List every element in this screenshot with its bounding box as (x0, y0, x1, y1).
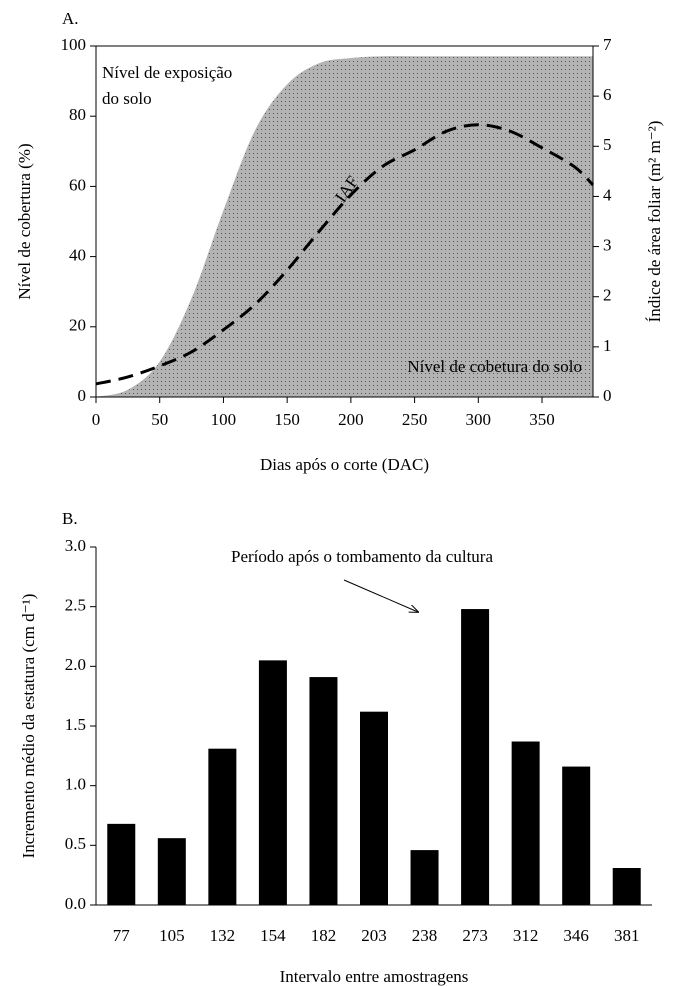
y-tick-label: 2.5 (65, 596, 86, 615)
y2-tick-label: 3 (603, 235, 612, 254)
y-axis-label: Incremento médio da estatura (cm d⁻¹) (19, 594, 38, 859)
x-tick-label: 150 (274, 410, 300, 429)
y2-tick-label: 5 (603, 135, 612, 154)
x-axis-label: Dias após o corte (DAC) (260, 455, 429, 474)
x-tick-label: 350 (529, 410, 555, 429)
y-tick-label: 60 (69, 175, 86, 194)
bar (208, 748, 237, 905)
y2-tick-label: 4 (603, 185, 612, 204)
y-tick-label: 0 (78, 386, 87, 405)
y2-tick-label: 7 (603, 35, 612, 54)
x-tick-label: 273 (462, 926, 488, 945)
x-tick-label: 132 (210, 926, 236, 945)
y-tick-label: 0.0 (65, 894, 86, 913)
bar (461, 609, 490, 905)
bar (309, 677, 338, 905)
y2-tick-label: 1 (603, 336, 612, 355)
y2-tick-label: 6 (603, 85, 612, 104)
y-tick-label: 2.0 (65, 655, 86, 674)
y-tick-label: 3.0 (65, 536, 86, 555)
y2-axis-label: Índice de área foliar (m² m⁻²) (645, 121, 664, 323)
bar (562, 766, 591, 905)
y-tick-label: 1.5 (65, 715, 86, 734)
panel-label: B. (62, 509, 78, 528)
annotation: do solo (102, 89, 152, 108)
x-tick-label: 100 (211, 410, 237, 429)
bar (258, 660, 287, 905)
x-axis-label: Intervalo entre amostragens (280, 967, 469, 986)
x-tick-label: 0 (92, 410, 101, 429)
bar (511, 741, 540, 905)
panel-label: A. (62, 9, 79, 28)
y-tick-label: 40 (69, 246, 86, 265)
bar (410, 850, 439, 905)
annotation: Nível de exposição (102, 63, 232, 82)
x-tick-label: 300 (466, 410, 492, 429)
bar (107, 823, 136, 905)
x-tick-label: 154 (260, 926, 286, 945)
y-tick-label: 20 (69, 316, 86, 335)
x-tick-label: 203 (361, 926, 387, 945)
y-axis-label: Nível de cobertura (%) (15, 143, 34, 299)
y2-tick-label: 2 (603, 286, 612, 305)
x-tick-label: 182 (311, 926, 337, 945)
x-tick-label: 346 (563, 926, 589, 945)
plot-frame (95, 45, 594, 398)
x-tick-label: 238 (412, 926, 438, 945)
y2-tick-label: 0 (603, 386, 612, 405)
x-tick-label: 312 (513, 926, 539, 945)
x-tick-label: 250 (402, 410, 428, 429)
bar (360, 711, 388, 905)
y-tick-label: 80 (69, 105, 86, 124)
lai-line (95, 123, 595, 386)
x-tick-label: 105 (159, 926, 185, 945)
x-tick-label: 77 (113, 926, 131, 945)
x-tick-label: 381 (614, 926, 640, 945)
y-tick-label: 1.0 (65, 775, 86, 794)
bar (612, 868, 641, 905)
coverage-area (95, 56, 594, 398)
bar (157, 838, 186, 905)
y-tick-label: 100 (61, 35, 87, 54)
x-tick-label: 50 (151, 410, 168, 429)
annotation: Período após o tombamento da cultura (231, 547, 493, 566)
annotation-arrow (343, 579, 418, 612)
annotation: Nível de cobetura do solo (407, 357, 582, 376)
y-tick-label: 0.5 (65, 834, 86, 853)
x-tick-label: 200 (338, 410, 364, 429)
